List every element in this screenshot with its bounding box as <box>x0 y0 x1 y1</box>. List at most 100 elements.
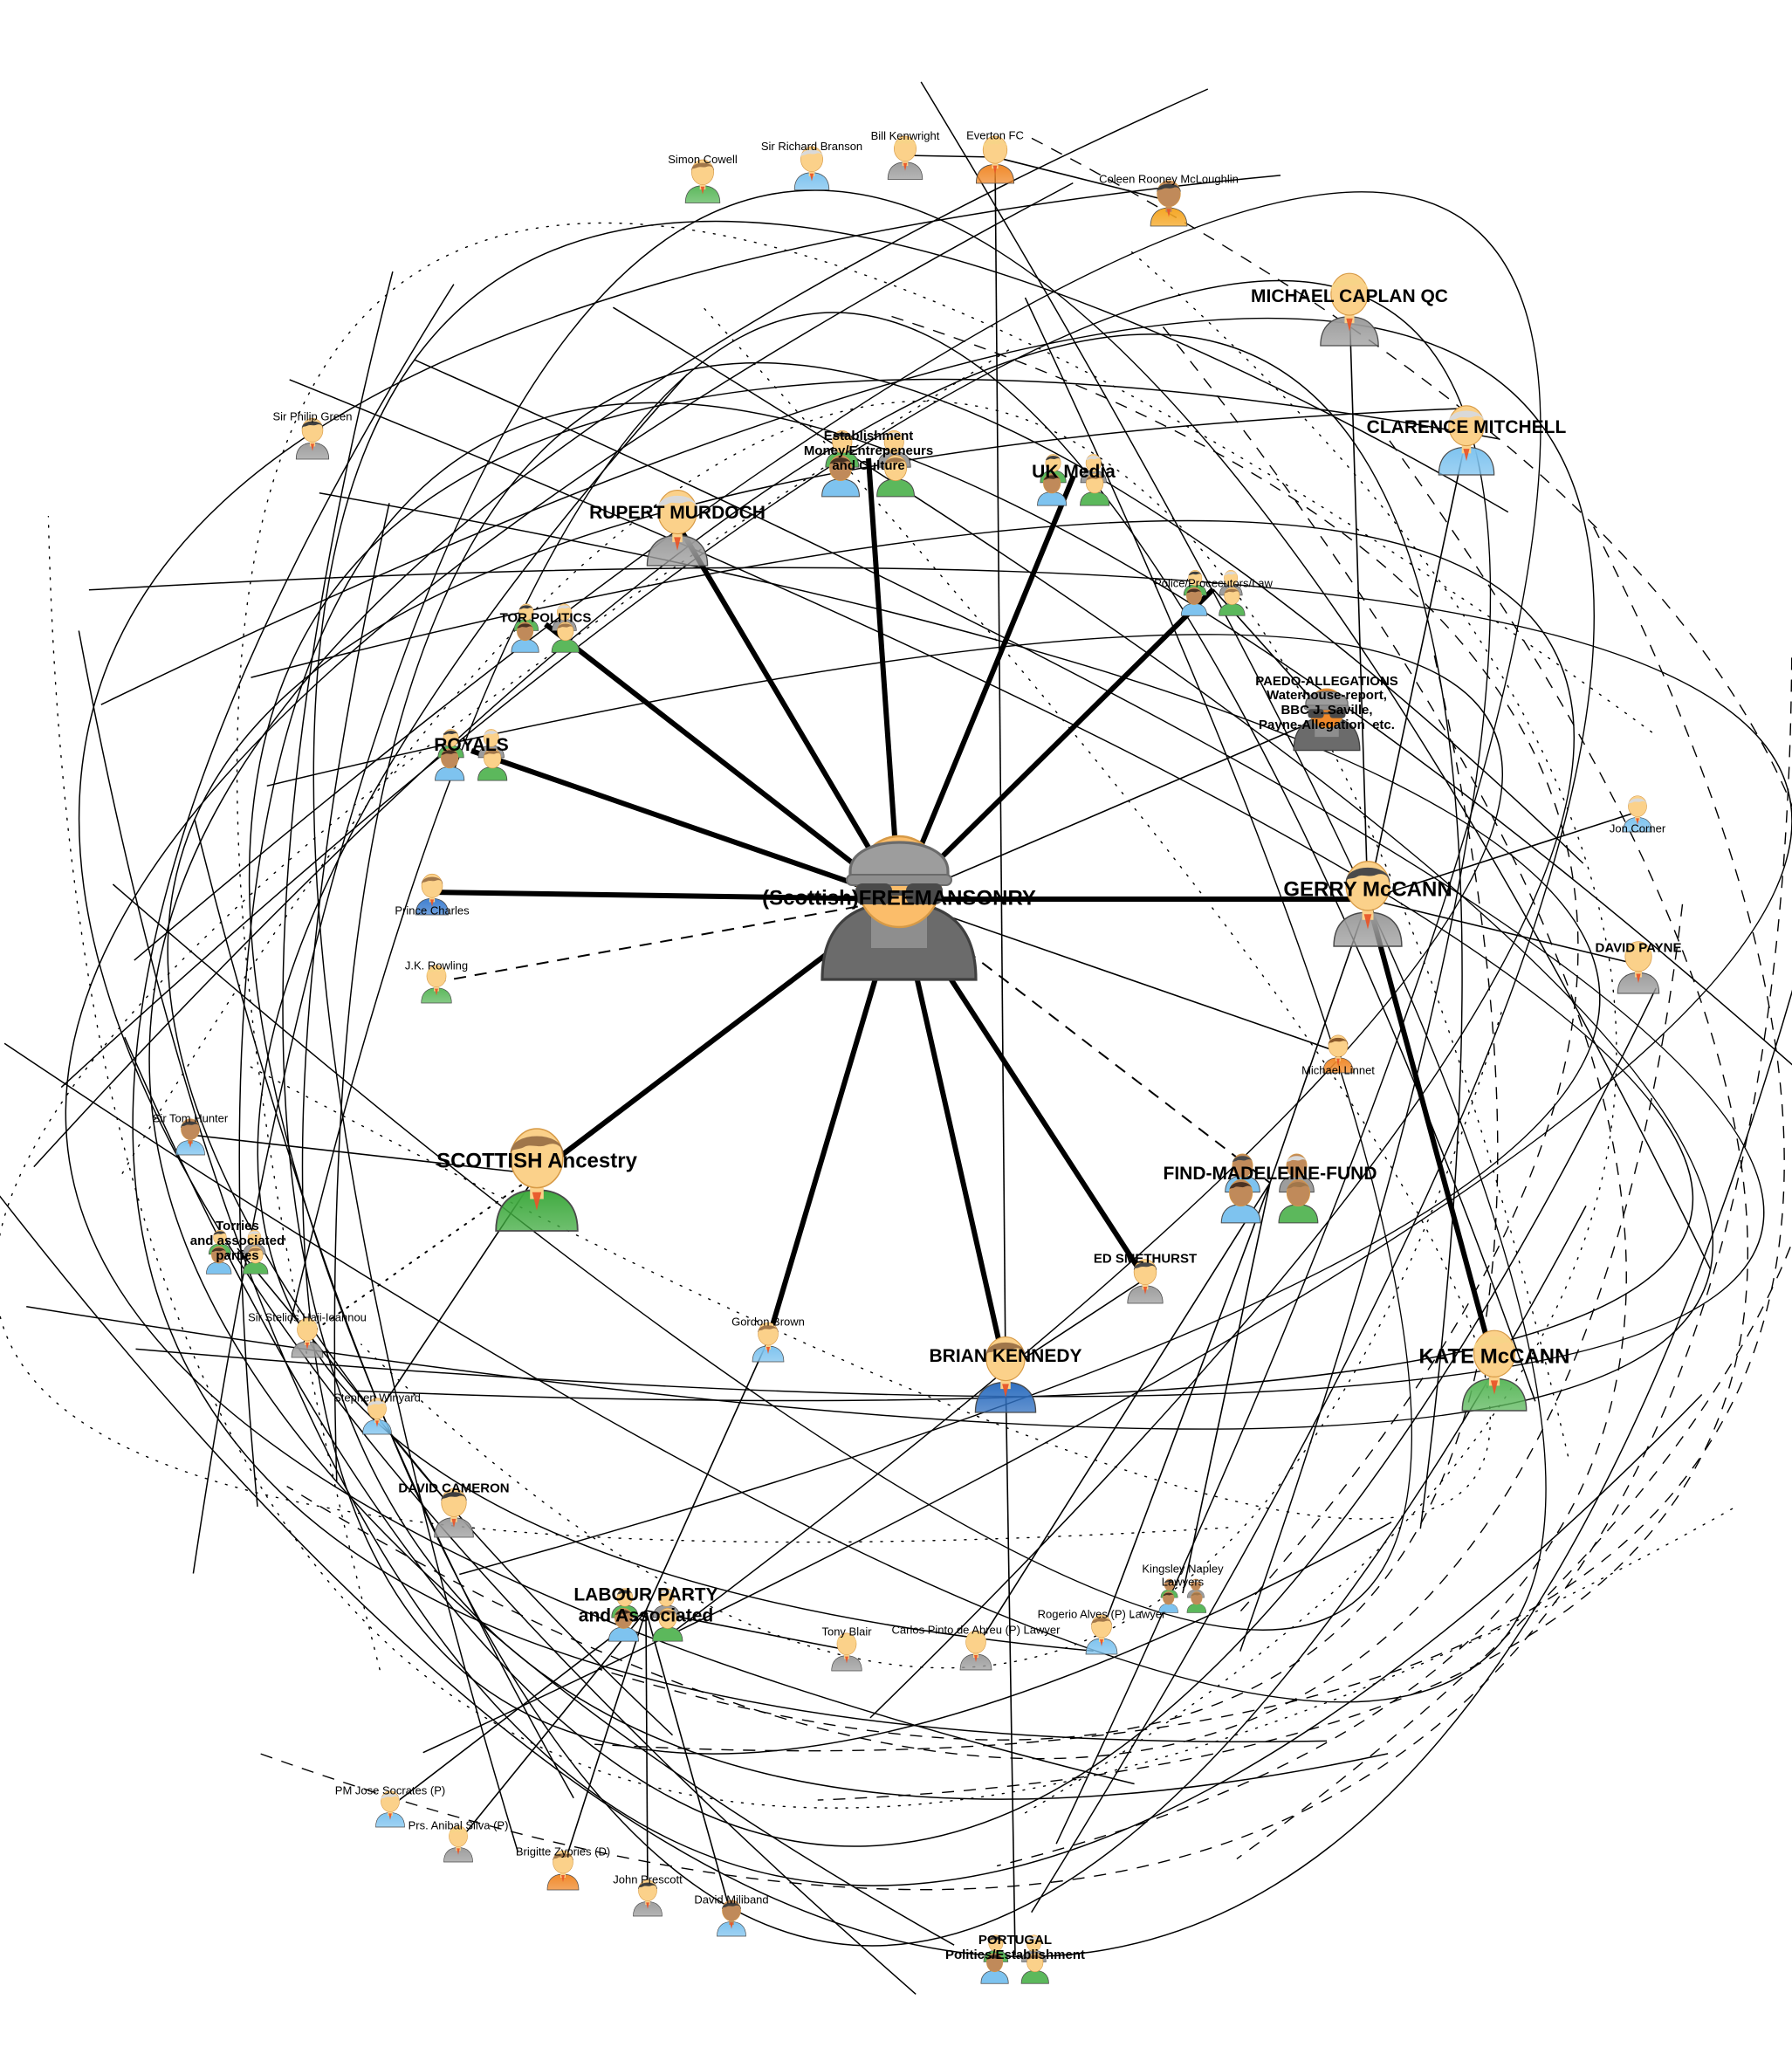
node-michael-linnet[interactable]: Michael Linnet <box>1301 1031 1375 1076</box>
node-simon-cowell[interactable]: Simon Cowell <box>668 153 738 203</box>
node-gerry-mccann[interactable]: GERRY McCANN <box>1283 852 1452 947</box>
node-richard-branson[interactable]: Sir Richard Branson <box>761 140 862 190</box>
avatar-person-icon <box>1085 1614 1118 1655</box>
background-arc <box>891 315 1579 1616</box>
node-establishment[interactable]: Establishment Money/Entrepeneurs and Cul… <box>804 419 933 498</box>
node-pm-socrates[interactable]: PM Jose Socrates (P) <box>335 1784 445 1828</box>
node-ed-smethurst[interactable]: ED SMETHURST <box>1094 1252 1197 1304</box>
node-kingsley-napley[interactable]: Kingsley Napley Lawyers <box>1142 1563 1224 1613</box>
node-avatar-sir-tom-hunter <box>170 1115 210 1156</box>
avatar-person-icon <box>1322 1034 1354 1074</box>
edge-brian-kennedy-to-everton-fc <box>994 156 1006 1371</box>
node-jk-rowling[interactable]: J.K. Rowling <box>405 959 468 1004</box>
node-avatar-john-prescott <box>628 1876 668 1917</box>
node-labour-party[interactable]: LABOUR PARTY and Associated <box>573 1579 718 1642</box>
node-david-payne[interactable]: DAVID PAYNE <box>1596 936 1681 994</box>
node-rupert-murdoch[interactable]: RUPERT MURDOCH <box>589 482 766 567</box>
node-avatar-gerry-mccann <box>1321 852 1415 947</box>
node-brigitte-zypries[interactable]: Brigitte Zypries (D) <box>516 1845 610 1891</box>
avatar-person-icon <box>1461 1329 1528 1412</box>
avatar-group-icon <box>435 729 508 781</box>
node-avatar-freemasonry <box>812 819 986 981</box>
avatar-group-icon <box>1180 569 1246 616</box>
node-clarence-mitchell[interactable]: CLARENCE MITCHELL <box>1367 398 1566 476</box>
node-avatar-brigitte-zypries <box>541 1846 585 1891</box>
node-sir-tom-hunter[interactable]: Sir Tom Hunter <box>153 1112 228 1156</box>
node-paedo-allegations[interactable]: PAEDO-ALLEGATIONS Waterhouse-report, BBC… <box>1255 673 1398 752</box>
node-jon-corner[interactable]: Jon Corner <box>1610 792 1665 835</box>
node-avatar-simon-cowell <box>679 155 727 203</box>
node-avatar-sir-philip-green <box>290 414 335 460</box>
node-royals[interactable]: ROYALS <box>424 720 519 781</box>
node-brian-kennedy[interactable]: BRIAN KENNEDY <box>929 1329 1082 1413</box>
node-prince-charles[interactable]: Prince Charles <box>395 869 470 917</box>
node-avatar-labour-party <box>597 1579 695 1642</box>
avatar-person-icon <box>1333 861 1403 947</box>
node-bill-kenwright[interactable]: Bill Kenwright <box>871 129 939 180</box>
background-arc <box>60 280 1492 1652</box>
node-everton-fc[interactable]: Everton FC <box>966 129 1024 184</box>
node-david-miliband[interactable]: David Miliband <box>694 1893 769 1937</box>
avatar-person-icon <box>717 1900 746 1937</box>
avatar-hooded-figure-icon <box>1293 688 1361 752</box>
avatar-person-icon <box>495 1128 579 1232</box>
node-john-prescott[interactable]: John Prescott <box>613 1873 683 1917</box>
node-michael-caplan[interactable]: MICHAEL CAPLAN QC <box>1251 265 1448 347</box>
node-gordon-brown[interactable]: Gordon Brown <box>731 1316 805 1363</box>
edge-find-madeleine-fund-to-rogerio-alves <box>1101 1182 1271 1633</box>
node-avatar-richard-branson <box>788 142 836 190</box>
node-stephen-winyard[interactable]: Stephen Winyard <box>333 1391 421 1435</box>
node-police-law[interactable]: Police/Procecutors/Law <box>1154 562 1273 616</box>
avatar-group-icon <box>1158 1578 1207 1613</box>
avatar-person-icon <box>443 1825 473 1863</box>
edge-labour-party-to-anibal-silva <box>457 1610 647 1843</box>
node-freemasonry[interactable]: (Scottish)FREEMANSONRY <box>762 819 1036 981</box>
node-avatar-tony-blair <box>826 1629 868 1672</box>
node-avatar-clarence-mitchell <box>1428 398 1505 476</box>
avatar-person-icon <box>959 1630 992 1671</box>
node-scottish-ancestry[interactable]: SCOTTISH Ancestry <box>436 1117 637 1232</box>
node-avatar-find-madeleine-fund <box>1206 1142 1334 1224</box>
node-anibal-silva[interactable]: Prs. Anibal Silva (P) <box>409 1819 508 1863</box>
node-tor-politics[interactable]: TOR POLITICS <box>500 595 591 653</box>
node-kate-mccann[interactable]: KATE McCANN <box>1419 1322 1569 1412</box>
avatar-person-icon <box>375 1790 405 1828</box>
avatar-person-icon <box>831 1632 862 1672</box>
node-coleen-rooney[interactable]: Coleen Rooney McLoughlin <box>1099 173 1239 227</box>
node-rogerio-alves[interactable]: Rogerio Alves (P) Lawyer <box>1038 1608 1165 1655</box>
avatar-person-icon <box>974 1336 1037 1413</box>
node-sir-philip-green[interactable]: Sir Philip Green <box>272 410 353 460</box>
background-arc <box>594 526 1785 1752</box>
edge-gerry-mccann-to-michael-caplan <box>1349 305 1369 900</box>
background-arc <box>251 519 1576 1719</box>
node-avatar-gordon-brown <box>746 1318 790 1363</box>
avatar-group-icon <box>206 1229 269 1274</box>
node-uk-media[interactable]: UK Media <box>1026 445 1122 506</box>
edge-torries-to-david-cameron <box>237 1247 455 1511</box>
edge-labour-party-to-david-miliband <box>645 1610 732 1917</box>
avatar-person-icon <box>434 1487 474 1538</box>
avatar-person-icon <box>175 1118 205 1156</box>
node-avatar-david-payne <box>1610 936 1667 994</box>
node-carlos-pinto[interactable]: Carlos Pinto de Abreu (P) Lawyer <box>892 1624 1060 1671</box>
background-arc <box>47 516 1734 1809</box>
node-avatar-michael-linnet <box>1317 1031 1359 1074</box>
background-arc <box>282 271 1389 1800</box>
node-find-madeleine-fund[interactable]: FIND-MADELEINE-FUND <box>1164 1142 1377 1224</box>
node-avatar-prince-charles <box>409 869 455 916</box>
node-avatar-rogerio-alves <box>1080 1611 1123 1655</box>
node-avatar-anibal-silva <box>438 1822 478 1863</box>
avatar-group-icon <box>980 1934 1049 1984</box>
background-arc <box>65 182 1135 1785</box>
node-avatar-carlos-pinto <box>954 1626 998 1671</box>
node-portugal[interactable]: PORTUGAL Politics/Establishment <box>945 1927 1085 1984</box>
node-david-cameron[interactable]: DAVID CAMERON <box>398 1481 510 1538</box>
node-tony-blair[interactable]: Tony Blair <box>821 1625 872 1672</box>
background-arc <box>252 657 1792 1891</box>
avatar-group-icon <box>1037 454 1110 506</box>
node-avatar-jon-corner <box>1617 792 1658 833</box>
node-avatar-scottish-ancestry <box>480 1117 594 1232</box>
node-stelios[interactable]: Sir Stelios Haji-Ioannou <box>248 1311 367 1358</box>
node-torries[interactable]: Torries and associated parties <box>190 1219 285 1274</box>
